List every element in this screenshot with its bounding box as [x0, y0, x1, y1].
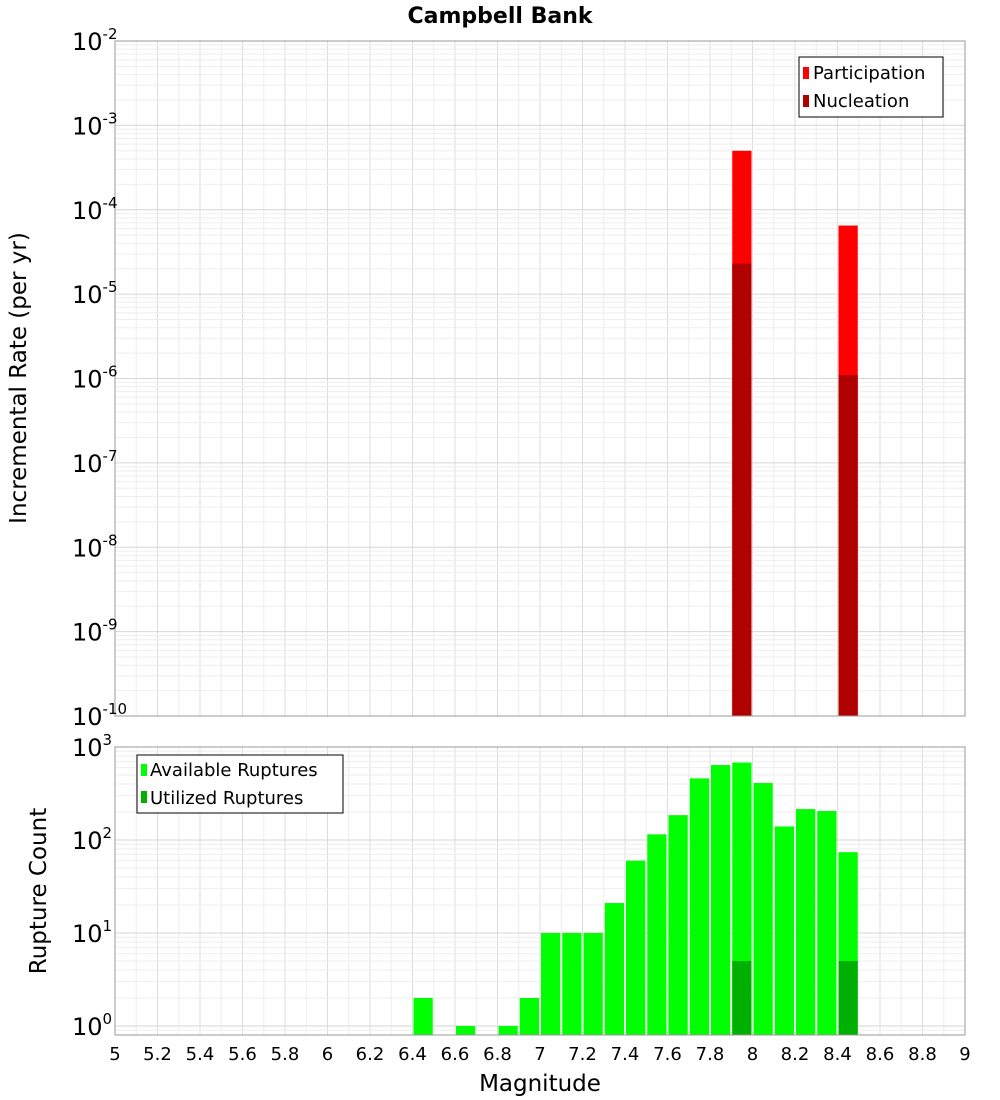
count-a-bar — [647, 834, 667, 1035]
x-tick-label: 8 — [747, 1044, 758, 1065]
count-a-bar — [689, 778, 709, 1035]
rate-panel: 10-2 10-3 10-4 10-5 10-6 10-7 10-8 10-9 10-10 In… — [6, 25, 966, 731]
x-tick-label: 8.8 — [908, 1044, 937, 1065]
x-tick-label: 8.4 — [823, 1044, 852, 1065]
count-y-tick-label: 102 — [72, 824, 112, 855]
count-b-bar — [732, 960, 752, 1035]
count-a-bar — [498, 1025, 518, 1035]
x-tick-label: 9 — [959, 1044, 970, 1065]
count-y-axis-title: Rupture Count — [26, 808, 52, 974]
count-a-bar — [668, 815, 688, 1035]
rate-y-tick-label: 10-4 — [72, 194, 118, 225]
x-tick-label: 6.2 — [356, 1044, 385, 1065]
available-swatch — [141, 764, 147, 776]
count-a-bar — [604, 903, 624, 1035]
count-legend: Available Ruptures Utilized Ruptures — [136, 754, 344, 814]
rate-y-tick-label: 10-9 — [72, 616, 118, 647]
rate-b-bar — [732, 263, 752, 716]
rate-y-tick-label: 10-5 — [72, 278, 118, 309]
x-tick-label: 6.8 — [483, 1044, 512, 1065]
rate-y-tick-label: 10-3 — [72, 109, 118, 140]
rate-y-tick-label: 10-6 — [72, 363, 118, 394]
count-a-bar — [817, 811, 837, 1035]
x-tick-label: 6 — [322, 1044, 333, 1065]
count-a-bar — [626, 860, 646, 1035]
x-tick-label: 7.6 — [653, 1044, 682, 1065]
count-plot-border — [114, 746, 966, 1036]
legend-nucleation: Nucleation — [813, 91, 909, 112]
rate-y-ticks: 10-2 10-3 10-4 10-5 10-6 10-7 10-8 10-9 10-10 — [72, 25, 127, 731]
x-tick-label: 5.2 — [143, 1044, 172, 1065]
count-y-tick-label: 101 — [72, 917, 112, 948]
count-a-bar — [413, 997, 433, 1035]
rate-b-bar — [838, 375, 858, 716]
participation-swatch — [803, 67, 809, 79]
x-tick-label: 8.2 — [781, 1044, 810, 1065]
rate-legend: Participation Nucleation — [798, 56, 944, 118]
rate-y-axis-title: Incremental Rate (per yr) — [6, 232, 32, 524]
magnitude-x-ticks: 5 5.2 5.4 5.6 5.8 6 6.2 6.4 6.6 6.8 7 7.2 7.4 7.6 7.8 8… — [109, 1044, 970, 1065]
x-tick-label: 6.6 — [441, 1044, 470, 1065]
count-y-tick-label: 100 — [72, 1010, 112, 1041]
legend-utilized-ruptures: Utilized Ruptures — [150, 788, 303, 809]
count-a-bar — [541, 932, 561, 1035]
chart-title: Campbell Bank — [408, 4, 594, 29]
count-a-bar — [562, 932, 582, 1035]
count-a-bar — [711, 765, 731, 1035]
rate-plot-border — [114, 40, 966, 717]
rate-bars — [732, 150, 858, 716]
count-a-bar — [583, 932, 603, 1035]
count-y-tick-label: 103 — [72, 731, 112, 762]
rate-y-tick-label: 10-2 — [72, 25, 118, 56]
x-tick-label: 5.4 — [186, 1044, 215, 1065]
count-y-ticks: 103 102 101 100 — [72, 731, 112, 1041]
utilized-swatch — [141, 791, 147, 803]
x-tick-label: 7.4 — [611, 1044, 640, 1065]
count-bars — [413, 762, 858, 1035]
nucleation-swatch — [803, 95, 809, 107]
legend-available-ruptures: Available Ruptures — [150, 760, 318, 781]
count-legend-box — [136, 754, 344, 814]
x-axis-title: Magnitude — [479, 1071, 601, 1097]
count-a-bar — [753, 783, 773, 1035]
rate-grid — [114, 40, 966, 717]
x-tick-label: 7.2 — [568, 1044, 597, 1065]
count-b-bar — [838, 960, 858, 1035]
count-a-bar — [796, 809, 816, 1035]
count-a-bar — [774, 826, 794, 1035]
x-tick-label: 7 — [534, 1044, 545, 1065]
rate-y-tick-label: 10-8 — [72, 531, 118, 562]
rate-y-tick-label: 10-10 — [72, 700, 127, 731]
x-tick-label: 8.6 — [866, 1044, 895, 1065]
x-tick-label: 5 — [109, 1044, 120, 1065]
rate-legend-box — [798, 56, 944, 118]
x-tick-label: 6.4 — [398, 1044, 427, 1065]
x-tick-label: 7.8 — [696, 1044, 725, 1065]
x-tick-label: 5.8 — [271, 1044, 300, 1065]
legend-participation: Participation — [813, 63, 925, 84]
count-panel: 103 102 101 100 5 5.2 5.4 5.6 5.8 6 6.2 6.4 6.6 6.8 7… — [26, 731, 971, 1097]
count-a-bar — [456, 1025, 476, 1035]
x-tick-label: 5.6 — [228, 1044, 257, 1065]
rate-y-tick-label: 10-7 — [72, 447, 118, 478]
count-a-bar — [519, 997, 539, 1035]
